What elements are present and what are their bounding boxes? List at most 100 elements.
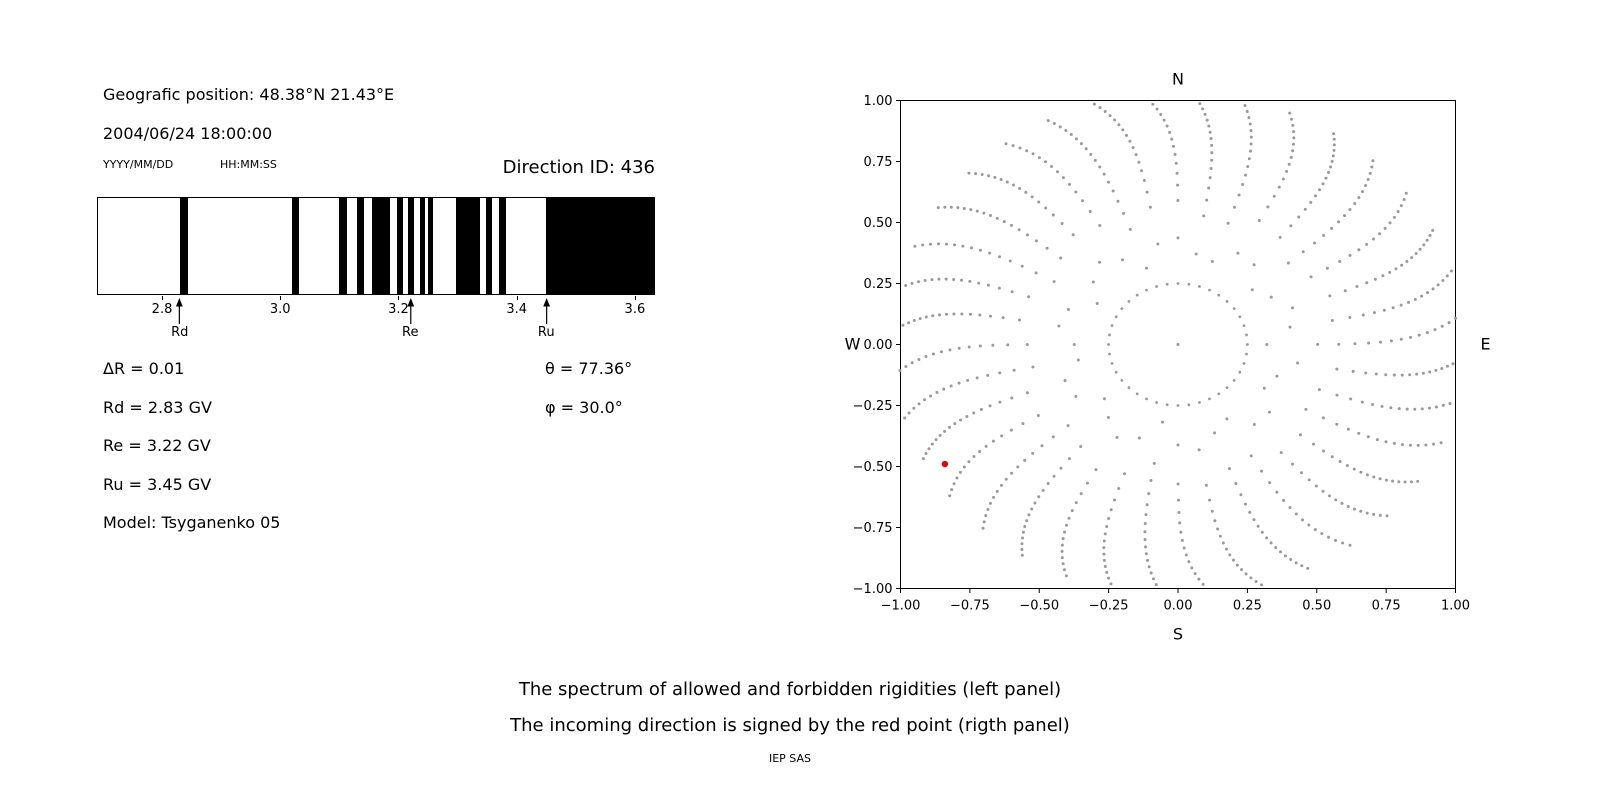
direction-dot [937,313,941,317]
direction-dot [1392,215,1396,219]
direction-dot [1296,361,1300,365]
direction-dot [1123,472,1127,476]
direction-dot [1051,213,1055,217]
direction-dot [1001,316,1005,320]
direction-dot [1268,481,1272,485]
x-axis-tick-label: −0.75 [950,599,990,614]
direction-dot [1064,574,1068,578]
direction-dot [1421,371,1425,375]
direction-dot [1410,256,1414,260]
direction-dot [1010,396,1014,400]
direction-dot [1102,539,1106,543]
direction-dot [995,489,999,493]
direction-dot [1044,160,1048,164]
direction-dot [1023,524,1027,528]
direction-dot [1232,205,1236,209]
direction-dot [1205,118,1209,122]
direction-dot [1314,484,1318,488]
direction-dot [1059,256,1063,260]
direction-dot [1241,183,1245,187]
direction-dot [1225,417,1229,421]
direction-dot [1066,424,1070,428]
direction-dot [1162,118,1166,122]
direction-dot [1415,372,1419,376]
direction-dot [1079,142,1083,146]
direction-dot [1249,128,1253,132]
direction-dot [1052,280,1056,284]
direction-dot [986,283,990,287]
direction-dot [936,242,940,246]
direction-dot [968,312,972,316]
direction-dot [1050,164,1054,168]
ring-dot [1107,343,1111,346]
direction-dot [1143,522,1147,526]
direction-dot [1063,379,1067,383]
direction-dot [1343,289,1347,293]
direction-dot [1020,553,1024,557]
direction-dot [1425,331,1429,335]
direction-dot [1143,530,1147,534]
direction-dot [1341,541,1345,545]
direction-dot [1408,443,1412,447]
direction-dot [1128,227,1132,231]
direction-dot [1210,158,1214,162]
direction-dot [1332,132,1336,136]
direction-dot [1318,188,1322,192]
direction-dot [1357,248,1361,252]
direction-dot [1176,236,1180,240]
direction-dot [999,483,1003,487]
direction-dot [1291,142,1295,146]
direction-dot [1249,149,1253,153]
direction-dot [1176,498,1180,502]
direction-dot [1288,111,1292,115]
direction-dot [1018,146,1022,150]
direction-dot [1335,393,1339,397]
direction-dot [1128,139,1132,143]
direction-dot [1117,487,1121,491]
direction-dot [1094,468,1098,472]
ring-dot [1238,370,1242,374]
direction-dot [1098,224,1102,228]
direction-dot [1201,107,1205,111]
direction-dot [1365,242,1369,246]
direction-dot [1360,400,1364,404]
ring-dot [1232,307,1236,311]
direction-dot [1109,582,1113,586]
y-axis-tick-label: 1.00 [864,94,893,109]
cutoff-marker-ru: Ru [538,298,555,340]
ring-dot [1108,333,1111,337]
ring-dot [1232,378,1236,382]
direction-dot [980,172,984,176]
param-rd: Rd = 2.83 GV [103,397,212,417]
direction-dot [1441,403,1445,407]
direction-dot [1051,435,1055,439]
direction-dot [910,361,914,365]
direction-dot [979,407,983,411]
direction-dot [923,278,927,282]
direction-dot [1058,125,1062,129]
direction-dot [1265,343,1269,346]
direction-dot [917,357,921,361]
param-theta: θ = 77.36° [545,359,633,378]
cutoff-marker-label: Re [402,325,419,340]
direction-dot [1292,130,1296,134]
direction-dot [1388,270,1392,274]
direction-dot [968,279,972,283]
direction-dot [1268,410,1272,414]
direction-dot [924,355,928,359]
direction-dot [1036,413,1040,417]
spectrum-x-tick-label: 3.4 [506,302,528,317]
direction-dot [1357,196,1361,200]
rigidity-spectrum-box [97,197,655,295]
direction-dot [982,520,986,524]
direction-dot [1389,406,1393,410]
ring-dot [1114,370,1118,374]
x-axis-tick-label: −1.00 [881,599,921,614]
direction-dot [1018,186,1022,190]
direction-dot [1180,538,1184,542]
direction-dot [1338,259,1342,263]
ring-dot [1217,293,1221,297]
direction-dot [1091,280,1095,284]
direction-dot [1016,465,1020,469]
direction-dot [1025,391,1029,395]
